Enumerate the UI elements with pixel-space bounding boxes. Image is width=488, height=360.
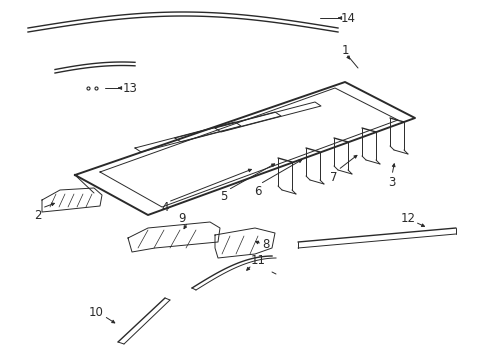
Text: 12: 12 [400, 212, 415, 225]
Text: 14: 14 [340, 12, 355, 24]
Text: 9: 9 [178, 212, 185, 225]
Text: 4: 4 [161, 201, 168, 213]
Text: 5: 5 [220, 189, 227, 202]
Text: 13: 13 [122, 81, 137, 95]
Text: 11: 11 [250, 253, 265, 266]
Text: 8: 8 [262, 238, 269, 251]
Text: 6: 6 [254, 185, 261, 198]
Text: 1: 1 [341, 44, 348, 57]
Text: 2: 2 [34, 208, 41, 221]
Text: 3: 3 [387, 176, 395, 189]
Text: 7: 7 [329, 171, 337, 184]
Text: 10: 10 [88, 306, 103, 319]
